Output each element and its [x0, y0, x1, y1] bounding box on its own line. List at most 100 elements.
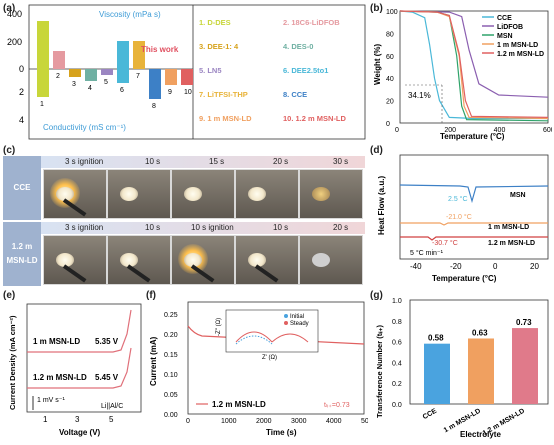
- viscosity-label: Viscosity (mPa s): [99, 10, 161, 19]
- f-xtick: 5000: [361, 418, 368, 425]
- legend-label: MSN: [497, 33, 513, 40]
- b-ytick: 60: [386, 54, 394, 61]
- b-xtick: 400: [494, 127, 506, 134]
- burn-photo: [43, 235, 107, 285]
- bar-value-label: 0.58: [428, 334, 444, 343]
- category-label: CCE: [422, 408, 439, 422]
- inset-xlabel: Z' (Ω): [262, 355, 277, 361]
- bar-number: 5: [104, 79, 108, 86]
- panel-d-ylabel: Heat Flow (a.u.): [377, 176, 386, 235]
- g-ytick: 0.6: [392, 340, 402, 347]
- b-xtick: 200: [444, 127, 456, 134]
- panel-d-chart: 2.5 °C MSN -21.0 °C 1 m MSN-LD -30.7 °C …: [377, 154, 549, 283]
- g-ytick: 0.4: [392, 360, 402, 367]
- panel-e-chart: 1 m MSN-LD 5.35 V 1.2 m MSN-LD 5.45 V 1 …: [8, 303, 142, 437]
- step-label: 10 s ignition: [191, 223, 234, 232]
- conductivity-bar: [165, 69, 177, 85]
- legend-item: 10. 1.2 m MSN-LD: [283, 114, 347, 123]
- inset-legend: Steady: [290, 321, 309, 327]
- f-ytick: 0.05: [164, 392, 178, 399]
- g-ytick: 0.0: [392, 402, 402, 409]
- f-xtick: 0: [186, 418, 190, 425]
- d-xtick: -40: [410, 262, 422, 271]
- b-xtick: 600: [543, 127, 552, 134]
- d-annotation: 1 m MSN-LD: [488, 224, 529, 231]
- e-limit: 5.35 V: [95, 337, 119, 346]
- burn-photo: [235, 169, 299, 219]
- step-label: 3 s ignition: [65, 157, 104, 166]
- panel-label-a: (a): [3, 3, 16, 14]
- b-xtick: 0: [395, 127, 399, 134]
- conductivity-bar: [149, 69, 161, 99]
- d-annotation: MSN: [510, 192, 526, 199]
- panel-label-e: (e): [3, 290, 16, 301]
- burn-photo: [299, 235, 363, 285]
- e-limit: 5.45 V: [95, 373, 119, 382]
- panel-a-chart: 400 200 0 2 4 1 2 3 4 5 6 7 8 9 10 Viscosity (mPa…: [7, 4, 366, 140]
- g-ytick: 0.8: [392, 319, 402, 326]
- f-xtick: 4000: [326, 418, 342, 425]
- f-ytick: 0.00: [164, 412, 178, 419]
- panel-f-chart: Initial Steady Z' (Ω) -Z'' (Ω) 1.2 m MSN…: [149, 301, 377, 437]
- panel-b-chart: 0 200 400 600 0 20 40 60 80 100 34.1% CCE LiDFOB MS…: [373, 9, 554, 141]
- panel-a-ytick: 200: [7, 37, 22, 47]
- bar-number: 10: [184, 89, 192, 96]
- legend-label: 1 m MSN-LD: [497, 42, 538, 49]
- bar-number: 1: [40, 101, 44, 108]
- b-ytick: 20: [386, 99, 394, 106]
- bar-number: 2: [56, 73, 60, 80]
- conductivity-label: Conductivity (mS cm⁻¹): [43, 123, 126, 132]
- f-ytick: 0.15: [164, 352, 178, 359]
- g-ytick: 0.2: [392, 381, 402, 388]
- conductivity-bar: [181, 69, 193, 85]
- f-series: 1.2 m MSN-LD: [212, 400, 266, 409]
- bar-number: 6: [120, 87, 124, 94]
- conductivity-bar: [117, 69, 129, 83]
- panel-d-xlabel: Temperature (°C): [432, 274, 497, 283]
- burn-photo: [43, 169, 107, 219]
- d-annotation: 2.5 °C: [448, 195, 468, 203]
- bar-number: 9: [168, 89, 172, 96]
- e-xtick: 5: [109, 415, 114, 424]
- e-series: 1 m MSN-LD: [33, 337, 80, 346]
- row-label-msn: 1.2 m MSN-LD: [3, 222, 41, 286]
- tga-line: [399, 10, 549, 120]
- panel-e-xlabel: Voltage (V): [59, 428, 101, 437]
- f-xtick: 3000: [291, 418, 307, 425]
- this-work-label: This work: [141, 45, 179, 54]
- panel-a-ytick: 2: [19, 87, 24, 97]
- bar-number: 3: [72, 81, 76, 88]
- legend-label: LiDFOB: [497, 24, 523, 31]
- f-ytick: 0.10: [164, 372, 178, 379]
- inset-ylabel: -Z'' (Ω): [216, 318, 222, 336]
- step-label: 10 s: [145, 157, 161, 166]
- d-xtick: -20: [450, 262, 462, 271]
- viscosity-bar: [37, 21, 49, 69]
- panel-f-ylabel: Current (mA): [149, 336, 158, 386]
- tga-line: [399, 10, 548, 120]
- e-xtick: 3: [75, 415, 80, 424]
- viscosity-bar: [53, 51, 65, 69]
- legend-item: 5. LN5: [199, 66, 222, 75]
- legend-item: 4. DES-0: [283, 42, 313, 51]
- b-ytick: 40: [386, 76, 394, 83]
- legend-item: 9. 1 m MSN-LD: [199, 114, 252, 123]
- burn-photo: [107, 235, 171, 285]
- row-label-cce: CCE: [3, 156, 41, 220]
- panel-e-ylabel: Current Density (mA cm⁻²): [8, 315, 17, 410]
- annotation-34: 34.1%: [408, 91, 431, 100]
- transference-bar: [468, 338, 494, 404]
- panel-b-ylabel: Weight (%): [373, 43, 382, 85]
- d-annotation: -21.0 °C: [446, 213, 472, 221]
- b-ytick: 0: [386, 121, 390, 128]
- bar-number: 8: [152, 103, 156, 110]
- f-xtick: 2000: [256, 418, 272, 425]
- conductivity-bar: [69, 69, 81, 77]
- e-scan: 1 mV s⁻¹: [37, 397, 65, 404]
- e-cell: Li||Al/C: [101, 403, 123, 410]
- b-ytick: 100: [386, 9, 398, 16]
- panel-a-ytick: 0: [19, 64, 24, 74]
- f-ytick: 0.25: [164, 312, 178, 319]
- legend-item: 2. 18C6-LiDFOB: [283, 18, 340, 27]
